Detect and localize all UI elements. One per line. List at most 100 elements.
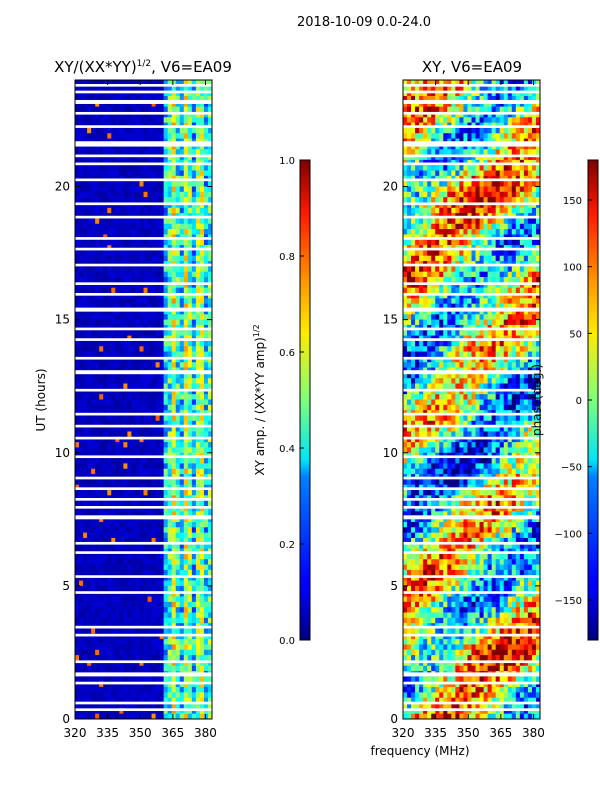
heatmap-cell [167,580,173,587]
heatmap-cell [131,697,136,704]
heatmap-cell [75,442,80,448]
heatmap-cell [135,596,140,603]
heatmap-cell [179,308,185,315]
heatmap-cell [167,229,173,235]
heatmap-cell [195,420,201,427]
heatmap-cell [183,399,189,406]
heatmap-cell [131,250,136,257]
heatmap-cell [523,165,529,171]
heatmap-cell [407,181,412,187]
heatmap-cell [147,388,152,395]
heatmap-cell [119,287,124,294]
heatmap-cell [415,170,420,177]
heatmap-cell [107,617,112,624]
heatmap-cell [95,521,100,528]
heatmap-cell [167,319,173,326]
heatmap-cell [427,149,432,155]
heatmap-cell [139,511,144,518]
flagged-gap [75,327,212,331]
heatmap-cell [155,585,161,592]
heatmap-cell [95,394,100,400]
heatmap-cell [175,644,181,651]
x-tick-label: 320 [64,726,87,740]
heatmap-cell [127,223,132,230]
heatmap-cell [167,282,173,289]
heatmap-cell [207,591,213,597]
heatmap-cell [151,271,156,278]
heatmap-cell [167,617,173,624]
heatmap-cell [91,298,96,305]
heatmap-cell [195,468,201,475]
heatmap-cell [435,181,440,187]
heatmap-cell [127,479,132,486]
heatmap-cell [127,383,132,390]
heatmap-cell [159,426,165,432]
heatmap-cell [175,127,181,134]
heatmap-cell [151,500,156,507]
heatmap-cell [127,601,132,608]
heatmap-cell [199,601,205,608]
heatmap-cell [99,372,104,379]
heatmap-cell [83,665,88,672]
heatmap-cell [83,388,88,395]
heatmap-cell [119,447,124,454]
heatmap-cell [191,612,197,619]
heatmap-cell [427,191,432,198]
heatmap-cell [139,665,144,672]
heatmap-cell [423,80,428,86]
heatmap-cell [155,553,161,560]
heatmap-cell [87,490,92,496]
heatmap-cell [99,580,104,587]
heatmap-cell [179,133,185,139]
heatmap-cell [175,506,181,512]
heatmap-cell [119,537,124,544]
heatmap-cell [203,250,209,257]
heatmap-cell [119,713,124,720]
heatmap-cell [103,346,108,352]
heatmap-cell [87,191,92,198]
heatmap-cell [143,266,148,273]
heatmap-cell [187,239,193,246]
heatmap-cell [91,101,96,108]
heatmap-cell [439,170,444,177]
heatmap-cell [163,340,169,347]
heatmap-cell [175,383,181,390]
heatmap-cell [159,404,165,411]
heatmap-cell [195,506,201,512]
heatmap-cell [111,468,116,475]
heatmap-cell [111,644,116,651]
heatmap-cell [143,127,148,134]
heatmap-cell [187,394,193,400]
heatmap-cell [95,223,100,230]
heatmap-cell [463,197,468,203]
heatmap-cell [91,436,96,443]
heatmap-cell [143,154,148,161]
heatmap-cell [107,346,112,352]
heatmap-cell [207,154,213,161]
heatmap-cell [147,308,152,315]
heatmap-cell [207,293,213,299]
heatmap-cell [159,649,165,656]
heatmap-cell [171,660,177,667]
heatmap-cell [159,133,165,139]
heatmap-cell [135,303,140,310]
heatmap-cell [203,506,209,512]
heatmap-cell [155,80,161,86]
heatmap-cell [139,95,144,102]
heatmap-cell [195,394,201,400]
heatmap-cell [183,506,189,512]
heatmap-cell [87,351,92,358]
heatmap-cell [135,564,140,571]
heatmap-cell [207,468,213,475]
heatmap-cell [135,649,140,656]
heatmap-cell [111,197,116,203]
heatmap-cell [207,111,213,118]
heatmap-cell [99,415,104,422]
heatmap-cell [439,111,444,118]
heatmap-cell [123,516,128,523]
heatmap-cell [99,298,104,305]
heatmap-cell [135,90,140,97]
heatmap-cell [147,229,152,235]
heatmap-cell [91,404,96,411]
heatmap-cell [183,191,189,198]
